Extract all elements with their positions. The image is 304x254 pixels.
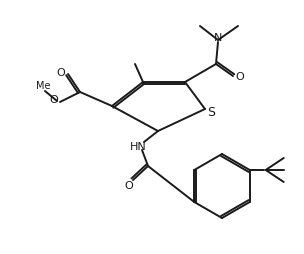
Text: O: O [236,72,244,82]
Text: S: S [207,105,215,118]
Text: O: O [50,95,58,105]
Text: Me: Me [36,81,50,91]
Text: O: O [125,180,133,190]
Text: HN: HN [130,141,146,151]
Text: O: O [57,68,65,78]
Text: N: N [214,33,222,43]
